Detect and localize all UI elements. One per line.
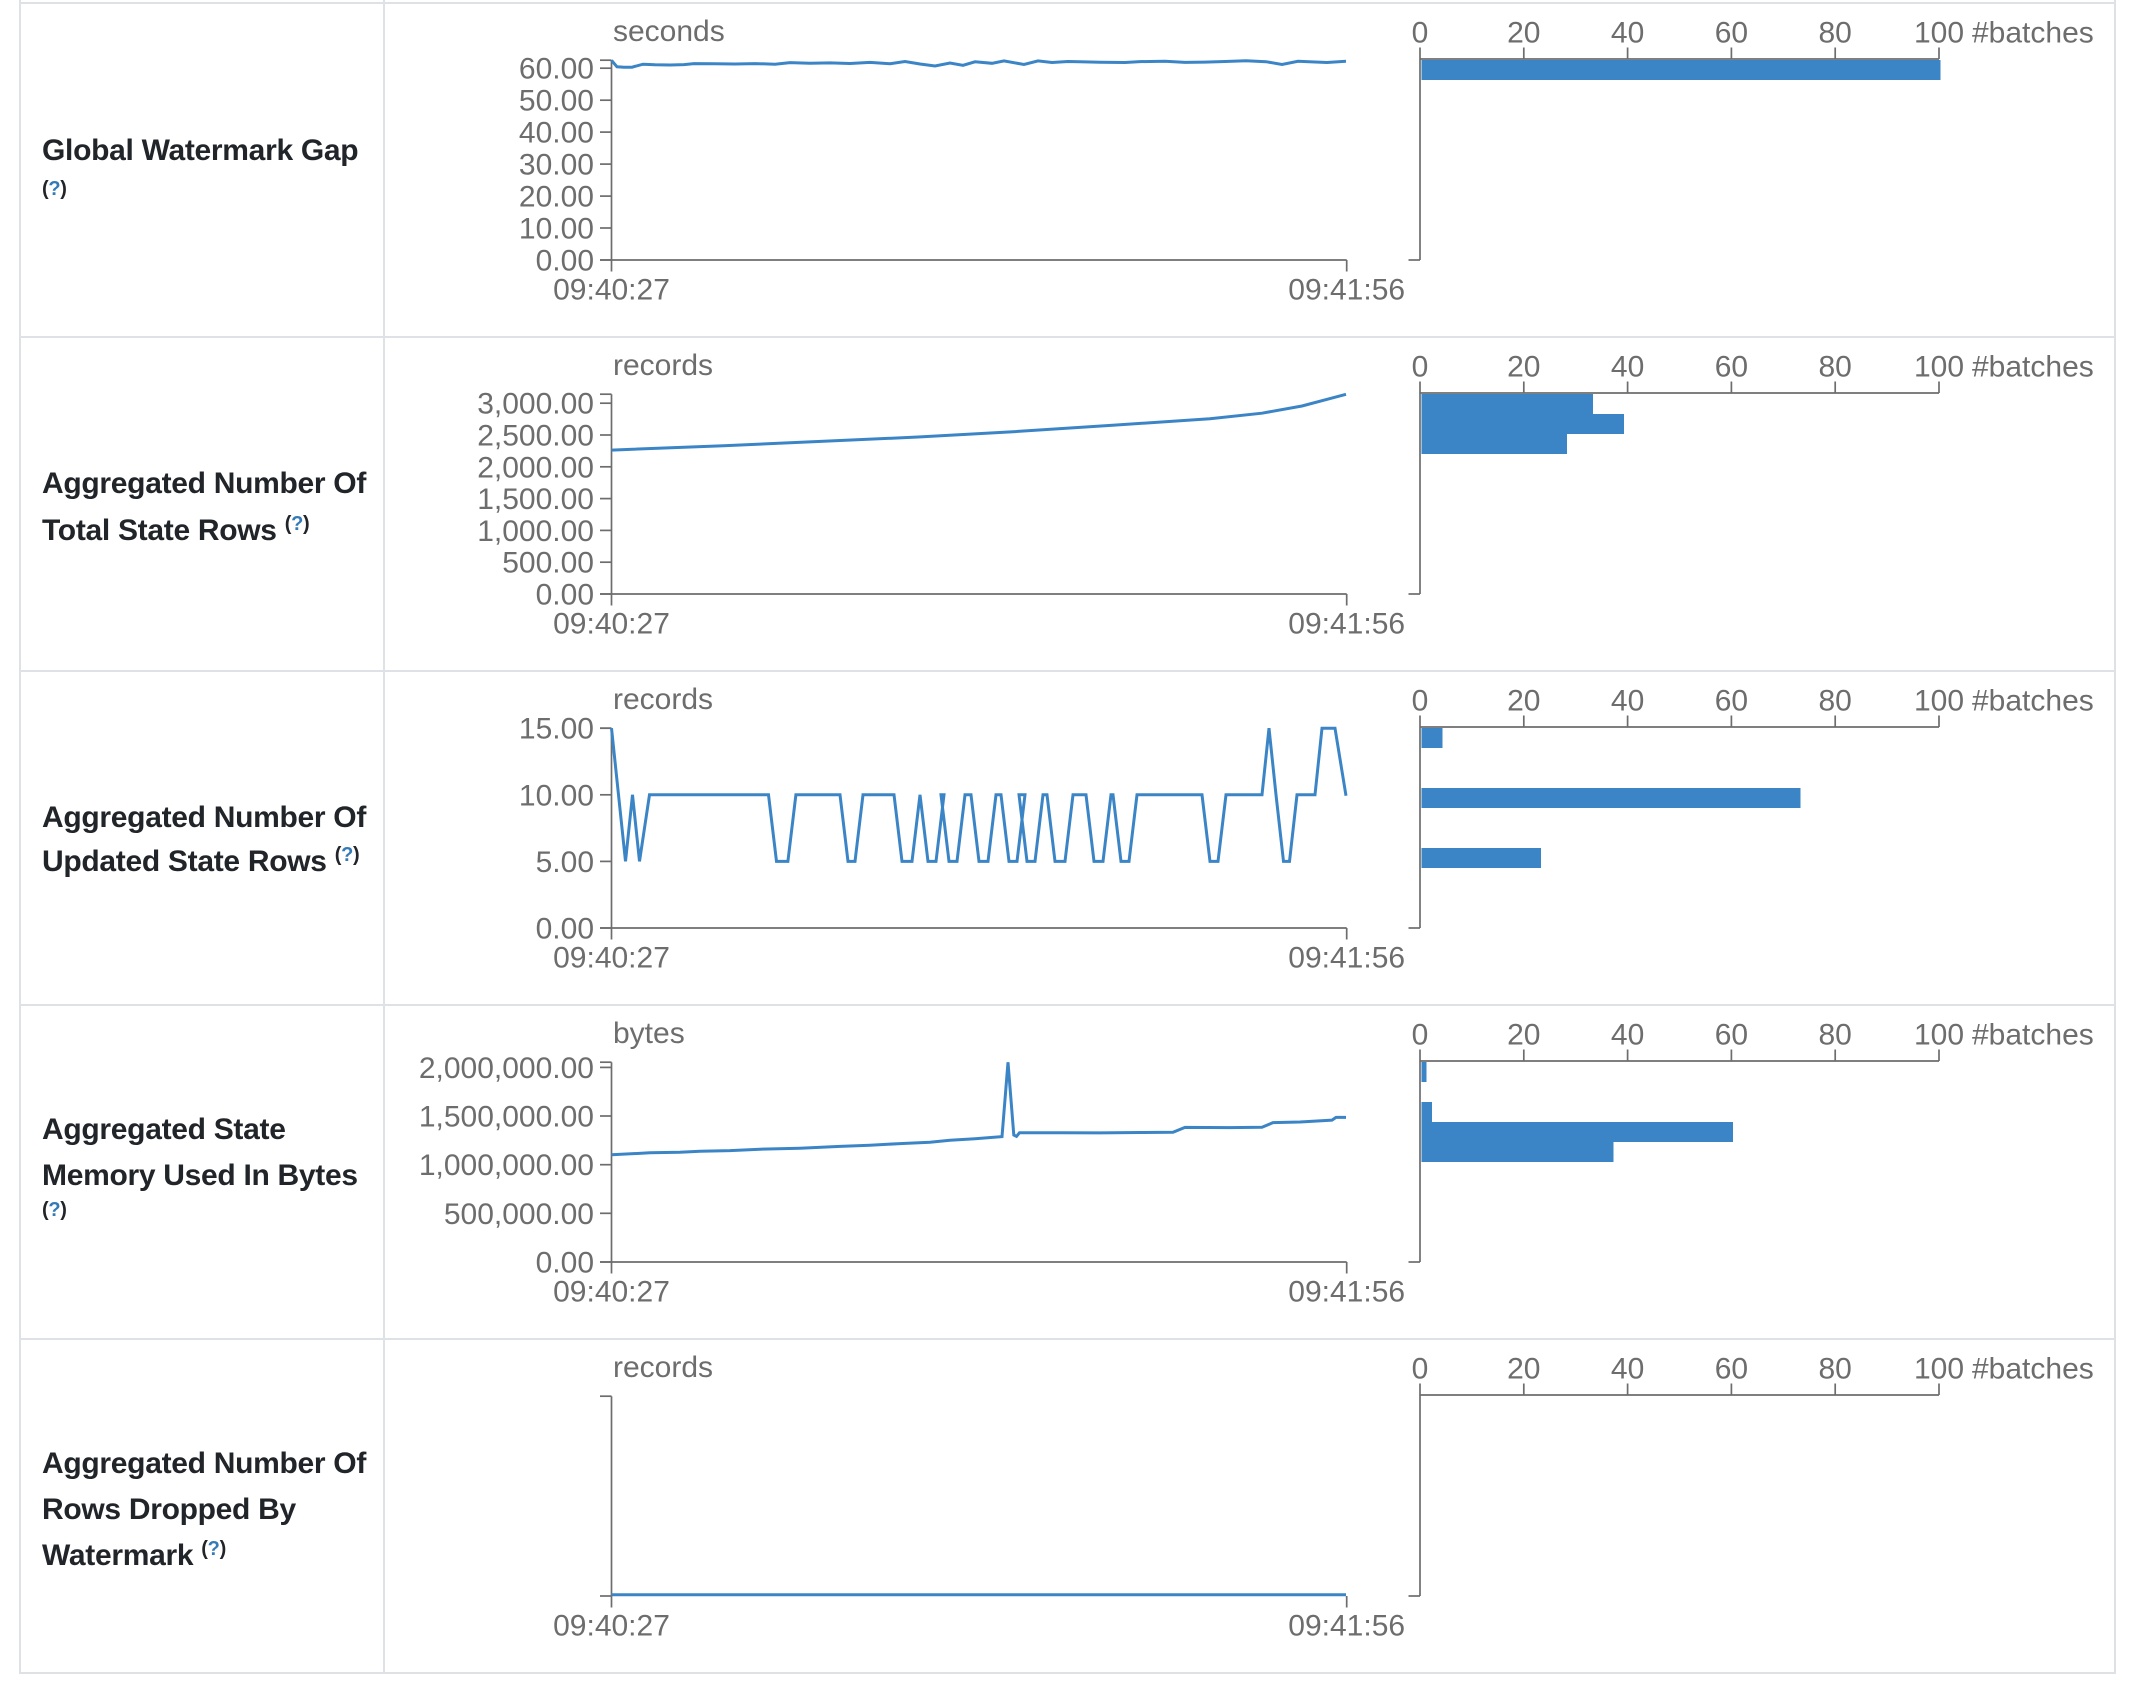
svg-text:60: 60 <box>1715 1019 1748 1052</box>
svg-text:09:41:56: 09:41:56 <box>1288 1610 1405 1643</box>
svg-text:09:40:27: 09:40:27 <box>553 1610 670 1643</box>
svg-text:0: 0 <box>1412 1019 1429 1052</box>
svg-text:1,000.00: 1,000.00 <box>477 515 594 548</box>
svg-text:0.00: 0.00 <box>536 1247 594 1280</box>
svg-text:09:40:27: 09:40:27 <box>553 274 670 307</box>
svg-text:40: 40 <box>1611 17 1644 50</box>
svg-text:100: 100 <box>1914 351 1964 384</box>
svg-text:80: 80 <box>1819 1019 1852 1052</box>
svg-text:#batches: #batches <box>1972 685 2094 718</box>
svg-text:60: 60 <box>1715 1353 1748 1386</box>
svg-text:20: 20 <box>1507 17 1540 50</box>
svg-text:60: 60 <box>1715 17 1748 50</box>
svg-text:100: 100 <box>1914 1353 1964 1386</box>
svg-text:40: 40 <box>1611 685 1644 718</box>
svg-text:#batches: #batches <box>1972 17 2094 50</box>
svg-text:60.00: 60.00 <box>519 53 594 86</box>
svg-text:2,000,000.00: 2,000,000.00 <box>419 1052 594 1085</box>
svg-text:60: 60 <box>1715 685 1748 718</box>
svg-text:10.00: 10.00 <box>519 213 594 246</box>
svg-text:#batches: #batches <box>1972 351 2094 384</box>
svg-text:0.00: 0.00 <box>536 245 594 278</box>
svg-text:80: 80 <box>1819 685 1852 718</box>
svg-text:40: 40 <box>1611 1019 1644 1052</box>
svg-text:0: 0 <box>1412 1353 1429 1386</box>
svg-text:10.00: 10.00 <box>519 779 594 812</box>
svg-text:records: records <box>613 1351 713 1384</box>
svg-text:40: 40 <box>1611 351 1644 384</box>
svg-text:1,500.00: 1,500.00 <box>477 483 594 516</box>
svg-text:records: records <box>613 349 713 382</box>
svg-text:#batches: #batches <box>1972 1019 2094 1052</box>
svg-text:records: records <box>613 683 713 716</box>
svg-text:20.00: 20.00 <box>519 181 594 214</box>
svg-text:2,500.00: 2,500.00 <box>477 420 594 453</box>
svg-text:20: 20 <box>1507 351 1540 384</box>
svg-text:500,000.00: 500,000.00 <box>444 1198 594 1231</box>
svg-text:1,000,000.00: 1,000,000.00 <box>419 1149 594 1182</box>
svg-text:2,000.00: 2,000.00 <box>477 451 594 484</box>
svg-text:0.00: 0.00 <box>536 913 594 946</box>
svg-text:80: 80 <box>1819 1353 1852 1386</box>
svg-text:#batches: #batches <box>1972 1353 2094 1386</box>
svg-text:5.00: 5.00 <box>536 846 594 879</box>
svg-text:20: 20 <box>1507 1353 1540 1386</box>
svg-text:09:41:56: 09:41:56 <box>1288 608 1405 641</box>
svg-text:09:41:56: 09:41:56 <box>1288 1276 1405 1309</box>
svg-text:50.00: 50.00 <box>519 85 594 118</box>
svg-text:3,000.00: 3,000.00 <box>477 388 594 421</box>
svg-text:0: 0 <box>1412 685 1429 718</box>
svg-text:30.00: 30.00 <box>519 149 594 182</box>
svg-text:500.00: 500.00 <box>502 547 594 580</box>
svg-text:80: 80 <box>1819 351 1852 384</box>
svg-text:09:40:27: 09:40:27 <box>553 942 670 975</box>
svg-text:bytes: bytes <box>613 1017 685 1050</box>
svg-text:09:41:56: 09:41:56 <box>1288 274 1405 307</box>
svg-text:20: 20 <box>1507 1019 1540 1052</box>
svg-text:40.00: 40.00 <box>519 117 594 150</box>
svg-text:100: 100 <box>1914 1019 1964 1052</box>
svg-text:09:41:56: 09:41:56 <box>1288 942 1405 975</box>
svg-text:80: 80 <box>1819 17 1852 50</box>
svg-text:1,500,000.00: 1,500,000.00 <box>419 1101 594 1134</box>
svg-text:40: 40 <box>1611 1353 1644 1386</box>
svg-text:09:40:27: 09:40:27 <box>553 1276 670 1309</box>
svg-text:15.00: 15.00 <box>519 713 594 746</box>
svg-text:seconds: seconds <box>613 15 725 48</box>
svg-text:20: 20 <box>1507 685 1540 718</box>
svg-text:60: 60 <box>1715 351 1748 384</box>
svg-text:100: 100 <box>1914 685 1964 718</box>
svg-text:0: 0 <box>1412 17 1429 50</box>
svg-text:0: 0 <box>1412 351 1429 384</box>
svg-text:09:40:27: 09:40:27 <box>553 608 670 641</box>
svg-text:100: 100 <box>1914 17 1964 50</box>
svg-text:0.00: 0.00 <box>536 579 594 612</box>
